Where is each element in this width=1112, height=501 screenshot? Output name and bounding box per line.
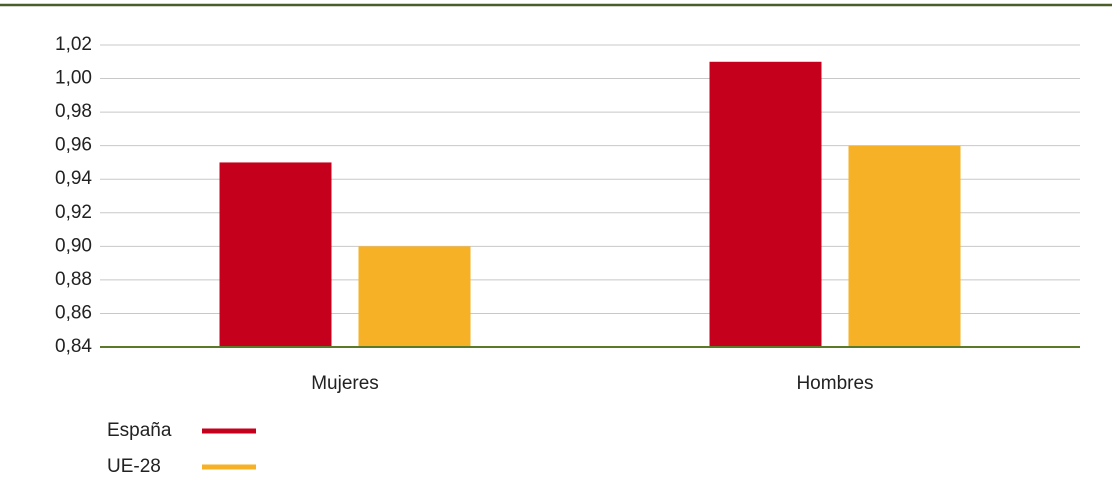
y-tick-label: 0,88 — [55, 269, 92, 290]
y-tick-label: 0,96 — [55, 135, 92, 156]
y-tick-label: 0,84 — [55, 336, 92, 357]
y-tick-label: 0,90 — [55, 235, 92, 256]
y-tick-label: 1,02 — [55, 34, 92, 55]
legend-label: UE-28 — [107, 456, 161, 477]
y-tick-label: 0,86 — [55, 302, 92, 323]
legend-label: España — [107, 420, 172, 441]
x-tick-label: Mujeres — [311, 373, 379, 394]
bar — [848, 145, 961, 347]
x-tick-label: Hombres — [796, 373, 873, 394]
bar — [709, 61, 822, 348]
y-tick-label: 1,00 — [55, 68, 92, 89]
bar — [358, 246, 471, 347]
y-tick-label: 0,94 — [55, 168, 92, 189]
bar — [219, 162, 332, 347]
y-tick-label: 0,92 — [55, 202, 92, 223]
y-tick-label: 0,98 — [55, 101, 92, 122]
